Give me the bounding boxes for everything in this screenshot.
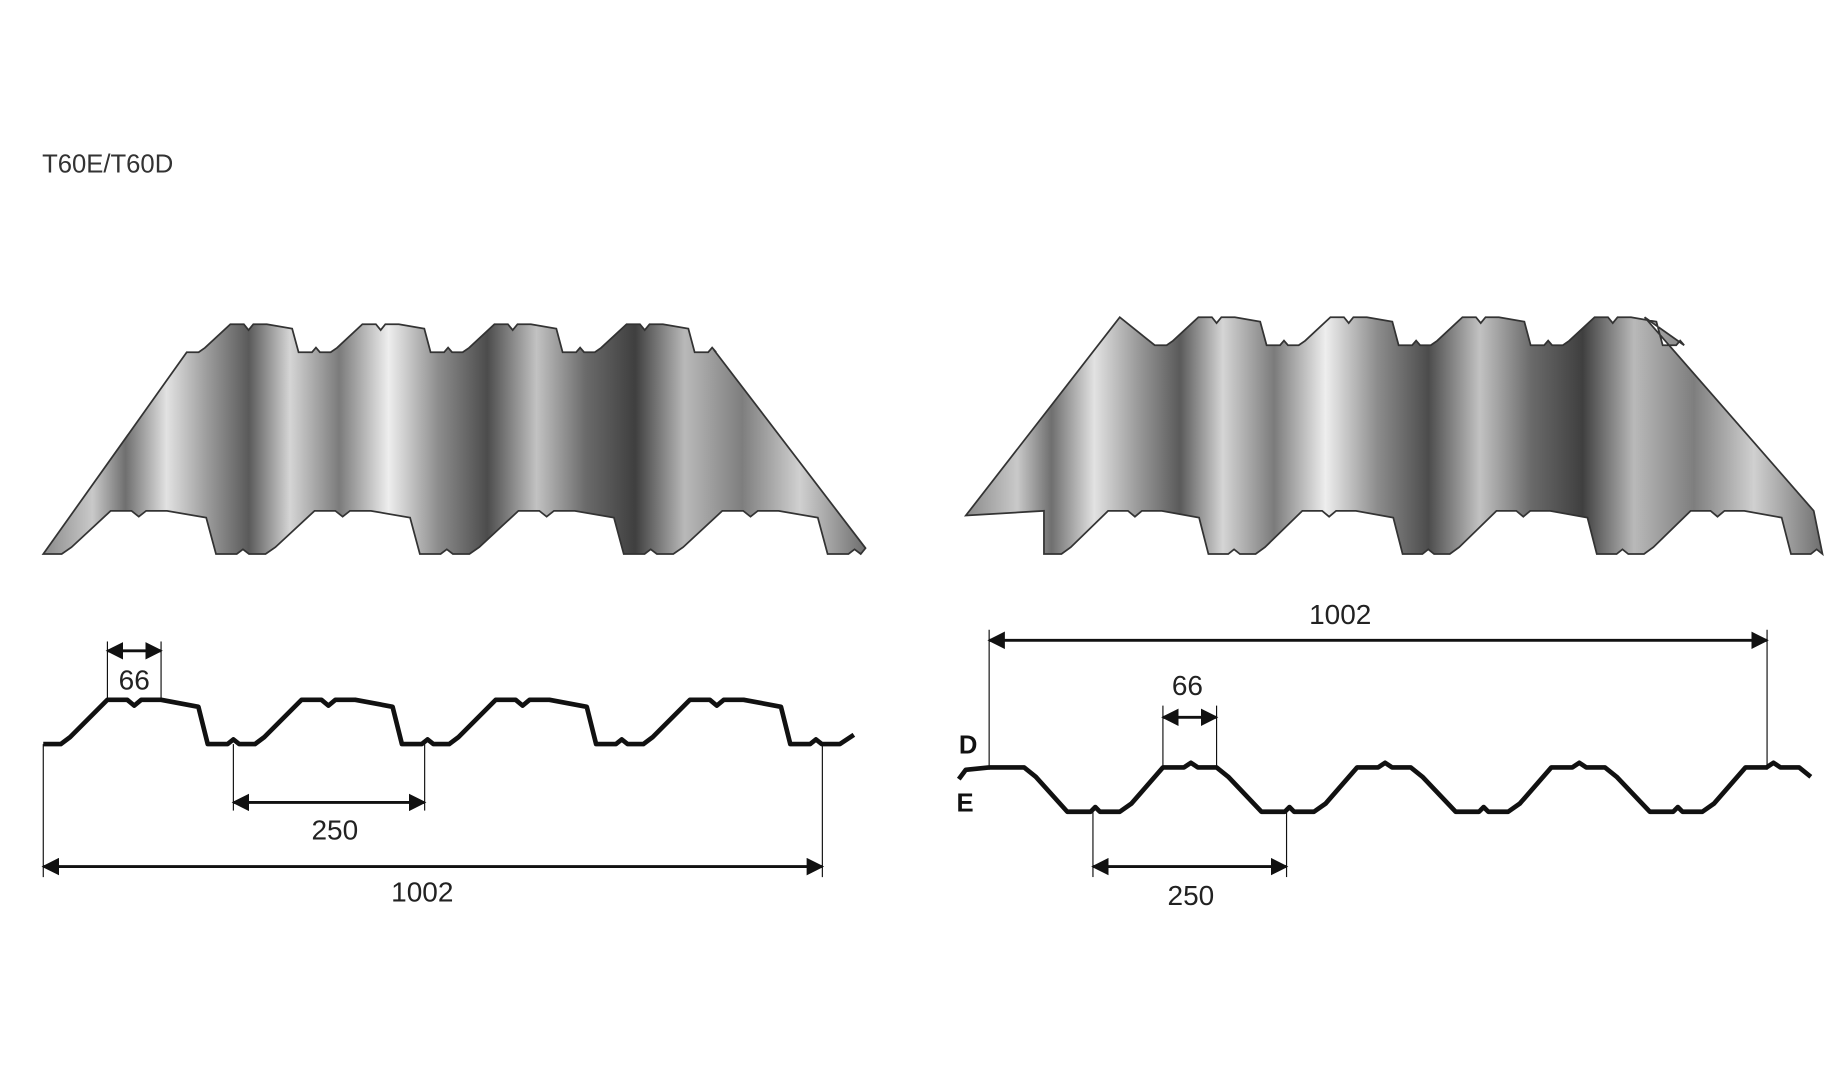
dim-rib-top: 66 <box>1172 670 1203 701</box>
profile-left <box>43 697 856 747</box>
side-label: E <box>956 790 973 818</box>
sheet-left <box>41 323 867 556</box>
dim-pitch: 250 <box>311 815 358 846</box>
dimensions-left <box>41 641 825 878</box>
dim-rib-top: 66 <box>119 664 150 695</box>
dim-cover-width: 1002 <box>391 877 453 908</box>
title: T60E/T60D <box>42 151 173 179</box>
dim-pitch: 250 <box>1168 880 1215 911</box>
dim-cover-width: 1002 <box>1309 599 1371 630</box>
profile-right <box>956 760 1813 815</box>
side-label: D <box>959 731 978 759</box>
sheet-right <box>963 315 1824 557</box>
dimensions-right <box>987 629 1769 878</box>
